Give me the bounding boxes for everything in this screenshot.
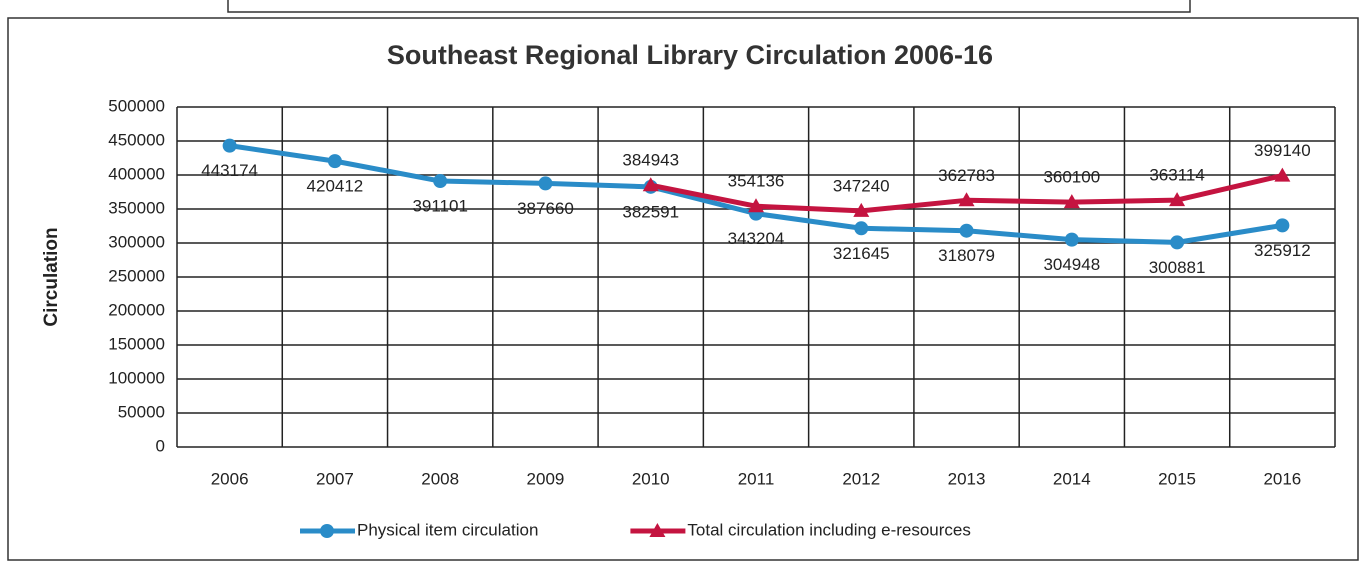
data-label: 363114 [1149,166,1204,185]
x-tick-label: 2013 [948,469,986,488]
x-tick-label: 2016 [1263,469,1301,488]
data-label: 325912 [1254,241,1311,260]
legend-marker [320,524,334,538]
data-label: 387660 [517,199,574,218]
x-tick-label: 2006 [211,469,249,488]
y-axis-title: Circulation [41,227,62,326]
marker [748,198,764,213]
x-tick-label: 2010 [632,469,670,488]
x-tick-label: 2014 [1053,469,1091,488]
y-tick-label: 300000 [108,232,165,251]
marker [1169,192,1186,207]
marker [854,221,869,236]
marker [433,174,448,189]
data-label: 443174 [201,161,258,180]
x-tick-label: 2008 [421,469,459,488]
y-tick-label: 0 [156,436,165,455]
marker [538,176,553,191]
data-label: 399140 [1254,141,1311,160]
x-tick-label: 2009 [527,469,565,488]
x-tick-label: 2012 [842,469,880,488]
data-label: 420412 [307,177,364,196]
data-label: 391101 [412,197,467,216]
y-tick-label: 50000 [118,402,165,421]
top-frame [227,0,1191,13]
marker [853,202,870,217]
marker [1063,194,1080,209]
y-tick-label: 500000 [108,96,165,115]
marker [1170,235,1185,250]
chart-frame [7,17,1359,561]
marker [222,138,237,153]
data-label: 354136 [728,172,785,191]
marker [958,192,975,207]
marker [1064,232,1079,247]
legend-label: Physical item circulation [357,520,538,539]
x-tick-label: 2007 [316,469,354,488]
legend-marker [649,523,666,537]
data-label: 347240 [833,176,890,195]
marker [1274,167,1291,182]
x-tick-label: 2015 [1158,469,1196,488]
y-tick-label: 150000 [108,334,165,353]
data-label: 384943 [622,151,679,170]
data-label: 343204 [728,229,785,248]
data-label: 382591 [622,202,679,221]
data-label: 304948 [1043,255,1100,274]
marker [959,223,974,238]
x-tick-label: 2011 [738,469,775,488]
marker [642,177,659,192]
y-tick-label: 450000 [108,130,165,149]
legend-label: Total circulation including e-resources [687,520,970,539]
marker [1275,218,1290,233]
y-tick-label: 200000 [108,300,165,319]
y-tick-label: 100000 [108,368,165,387]
data-label: 362783 [938,166,995,185]
marker [327,154,342,169]
data-label: 318079 [938,246,995,265]
y-tick-label: 400000 [108,164,165,183]
y-tick-label: 250000 [108,266,165,285]
data-label: 321645 [833,244,890,263]
y-tick-label: 350000 [108,198,165,217]
data-label: 300881 [1149,258,1206,277]
data-label: 360100 [1043,168,1100,187]
chart-title: Southeast Regional Library Circulation 2… [387,40,993,70]
